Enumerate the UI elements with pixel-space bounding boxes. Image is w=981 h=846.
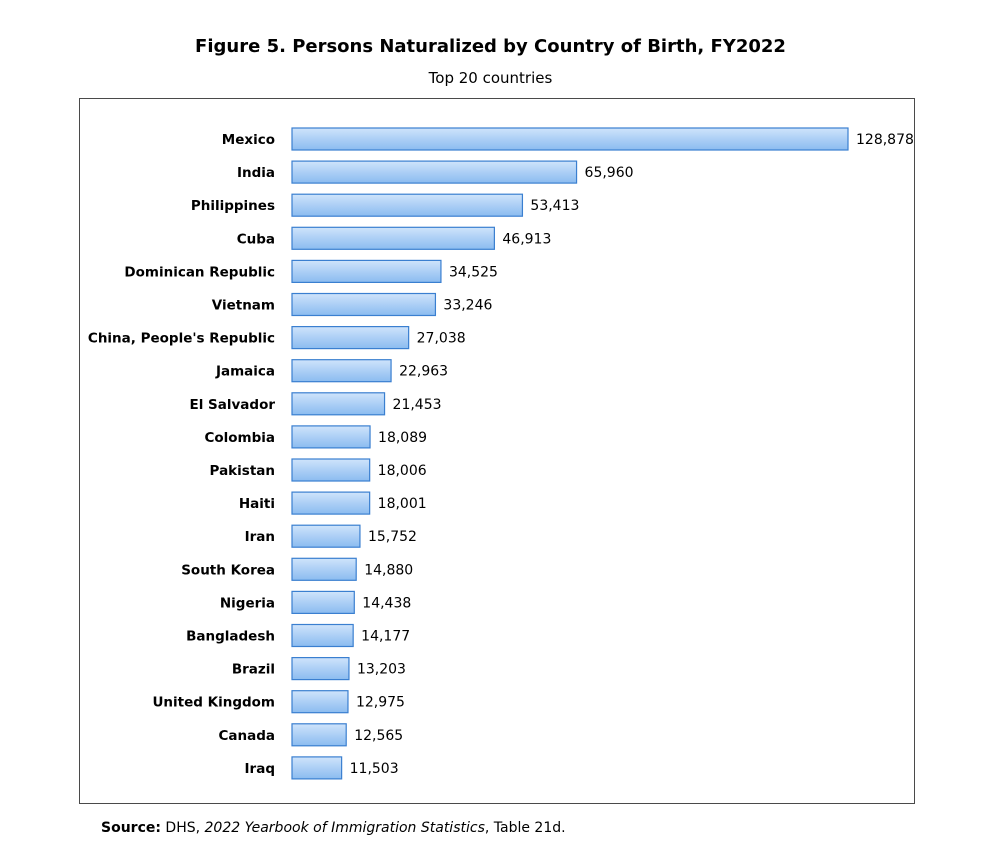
- value-label: 12,565: [354, 728, 403, 744]
- category-label: Philippines: [191, 198, 275, 214]
- chart-frame: Mexico 128,878 India 65,960 Philippines 53,41…: [79, 98, 915, 804]
- value-label: 11,503: [350, 761, 399, 777]
- category-label: Vietnam: [212, 298, 275, 314]
- source-title: 2022 Yearbook of Immigration Statistics: [204, 820, 485, 836]
- bar: [291, 723, 347, 747]
- bar: [291, 359, 392, 383]
- chart-title: Figure 5. Persons Naturalized by Country…: [195, 36, 786, 57]
- source-label: Source:: [101, 820, 161, 836]
- value-label: 65,960: [585, 165, 634, 181]
- source-suffix: , Table 21d.: [484, 820, 566, 836]
- value-label: 14,177: [361, 629, 410, 645]
- value-label: 13,203: [357, 662, 406, 678]
- category-label: Dominican Republic: [124, 264, 275, 280]
- bar: [291, 160, 578, 184]
- category-label: Iraq: [245, 761, 275, 777]
- bar: [291, 193, 524, 217]
- bar-chart: Mexico 128,878 India 65,960 Philippines 53,41…: [88, 127, 914, 780]
- bar: [291, 392, 386, 416]
- value-label: 27,038: [417, 331, 466, 347]
- category-label: Pakistan: [210, 463, 275, 479]
- value-label: 34,525: [449, 264, 498, 280]
- value-label: 53,413: [530, 198, 579, 214]
- bar: [291, 524, 361, 548]
- bar: [291, 756, 343, 780]
- category-label: Nigeria: [220, 595, 275, 611]
- bar: [291, 259, 442, 283]
- category-label: Canada: [218, 728, 275, 744]
- bar: [291, 623, 354, 648]
- category-label: South Korea: [181, 562, 275, 578]
- bar: [291, 557, 357, 581]
- category-label: Haiti: [239, 496, 275, 512]
- category-label: China, People's Republic: [88, 331, 275, 347]
- value-label: 14,880: [364, 562, 413, 578]
- chart-subtitle: Top 20 countries: [428, 69, 553, 87]
- category-label: Mexico: [222, 132, 275, 148]
- category-label: Brazil: [232, 662, 275, 678]
- bar: [291, 491, 371, 515]
- source-prefix: DHS,: [160, 820, 205, 836]
- value-label: 128,878: [856, 132, 914, 148]
- value-label: 15,752: [368, 529, 417, 545]
- category-label: Bangladesh: [186, 629, 275, 645]
- category-label: India: [237, 165, 275, 181]
- bar: [291, 425, 371, 449]
- value-label: 18,089: [378, 430, 427, 446]
- bar: [291, 656, 350, 681]
- value-label: 33,246: [443, 298, 492, 314]
- bar: [291, 590, 355, 614]
- category-label: El Salvador: [189, 397, 275, 413]
- value-label: 12,975: [356, 695, 405, 711]
- bar: [291, 226, 495, 250]
- value-label: 18,006: [378, 463, 427, 479]
- value-label: 21,453: [393, 397, 442, 413]
- value-label: 18,001: [378, 496, 427, 512]
- category-label: Iran: [245, 529, 275, 545]
- category-label: Cuba: [237, 231, 275, 247]
- source-note: Source: DHS, 2022 Yearbook of Immigratio…: [101, 820, 566, 836]
- value-label: 14,438: [362, 595, 411, 611]
- bar: [291, 326, 410, 350]
- value-label: 46,913: [502, 231, 551, 247]
- bar: [291, 458, 371, 482]
- bar: [291, 292, 437, 317]
- bar: [291, 690, 349, 714]
- bar: [291, 127, 849, 151]
- category-label: Jamaica: [215, 364, 275, 380]
- category-label: United Kingdom: [152, 695, 275, 711]
- category-label: Colombia: [204, 430, 275, 446]
- value-label: 22,963: [399, 364, 448, 380]
